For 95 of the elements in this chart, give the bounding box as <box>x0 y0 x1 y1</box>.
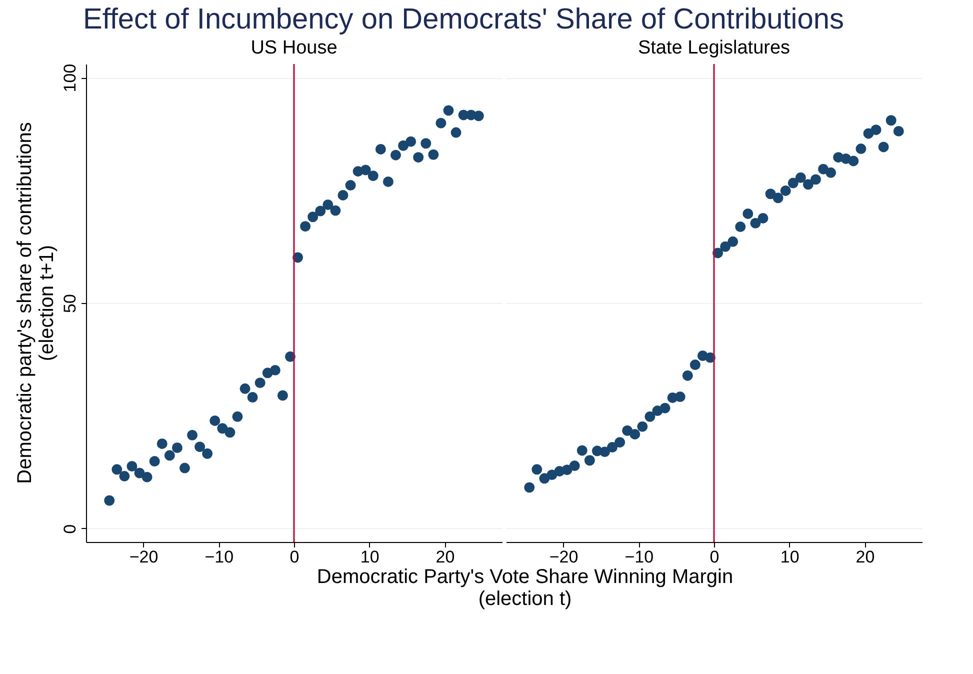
point <box>104 495 115 506</box>
x-tick-label: 20 <box>436 548 455 566</box>
point <box>126 461 138 472</box>
point <box>375 144 386 154</box>
point <box>164 450 175 461</box>
x-tick-label: 20 <box>856 548 875 566</box>
point <box>428 149 439 160</box>
point <box>360 164 371 176</box>
point <box>300 221 311 232</box>
point <box>254 378 266 388</box>
point <box>532 464 542 475</box>
point <box>390 150 401 160</box>
chart-title: Effect of Incumbency on Democrats' Share of Contributions <box>83 3 844 36</box>
x-tick-label: 10 <box>780 548 800 566</box>
point <box>172 442 182 453</box>
point <box>682 370 693 381</box>
point <box>886 115 896 126</box>
point <box>420 138 432 149</box>
x-tick-label: 0 <box>290 548 300 566</box>
point <box>382 176 394 187</box>
point <box>247 392 258 402</box>
point <box>179 462 190 474</box>
point <box>202 448 213 459</box>
point <box>878 142 889 152</box>
point <box>788 178 798 188</box>
point <box>338 190 348 200</box>
point <box>436 118 446 128</box>
x-tick-label: −10 <box>624 548 654 566</box>
point <box>856 144 866 154</box>
point <box>210 415 220 426</box>
y-tick-label: 100 <box>60 64 80 92</box>
point <box>277 390 288 401</box>
point <box>240 383 250 394</box>
point <box>450 127 462 138</box>
chart-subtitle: State Legislatures <box>638 37 790 58</box>
point <box>637 421 648 432</box>
x-tick-label: 0 <box>710 548 720 566</box>
point <box>674 392 686 402</box>
point <box>194 442 206 452</box>
point <box>750 218 761 228</box>
point <box>644 411 656 422</box>
point <box>330 205 341 216</box>
point <box>322 199 334 210</box>
point <box>524 482 535 493</box>
point <box>728 236 738 247</box>
x-tick-label: −10 <box>204 548 234 566</box>
point <box>576 445 588 456</box>
point <box>142 472 152 482</box>
point <box>795 172 806 183</box>
point <box>810 174 821 185</box>
point <box>119 470 130 482</box>
point <box>826 167 836 178</box>
y-tick-label: 50 <box>60 294 80 313</box>
point <box>765 188 776 200</box>
point <box>569 460 580 472</box>
point <box>690 360 700 370</box>
x-tick-label: 10 <box>360 548 380 566</box>
point <box>368 170 378 182</box>
point <box>308 212 318 222</box>
point <box>149 456 160 467</box>
point <box>720 241 731 252</box>
point <box>742 208 754 219</box>
y-axis-title: Democratic party's share of contributions (election t+1) <box>14 122 58 484</box>
point <box>473 110 484 122</box>
point <box>584 455 595 466</box>
point <box>156 438 168 449</box>
point <box>187 430 198 440</box>
point <box>406 136 416 147</box>
point <box>802 179 814 190</box>
point <box>630 428 640 440</box>
point <box>607 442 618 453</box>
point <box>232 411 243 422</box>
point <box>780 185 791 196</box>
point <box>112 464 122 475</box>
x-axis-title: Democratic Party's Vote Share Winning Margin (election t) <box>316 566 734 610</box>
y-tick-label: 0 <box>60 524 80 534</box>
point <box>870 124 882 136</box>
point <box>893 126 904 136</box>
point <box>315 206 326 216</box>
point <box>217 423 228 434</box>
point <box>848 156 859 166</box>
point <box>599 446 610 458</box>
point <box>758 212 768 224</box>
point <box>270 364 280 376</box>
point <box>413 152 424 163</box>
point <box>345 180 356 191</box>
point <box>660 402 670 414</box>
point <box>614 437 626 448</box>
x-tick-label: −20 <box>129 548 158 566</box>
chart-subtitle: US House <box>250 37 338 58</box>
point <box>443 105 454 116</box>
point <box>224 427 236 438</box>
point <box>735 222 746 232</box>
point <box>772 192 784 204</box>
x-tick-label: −20 <box>549 548 578 566</box>
